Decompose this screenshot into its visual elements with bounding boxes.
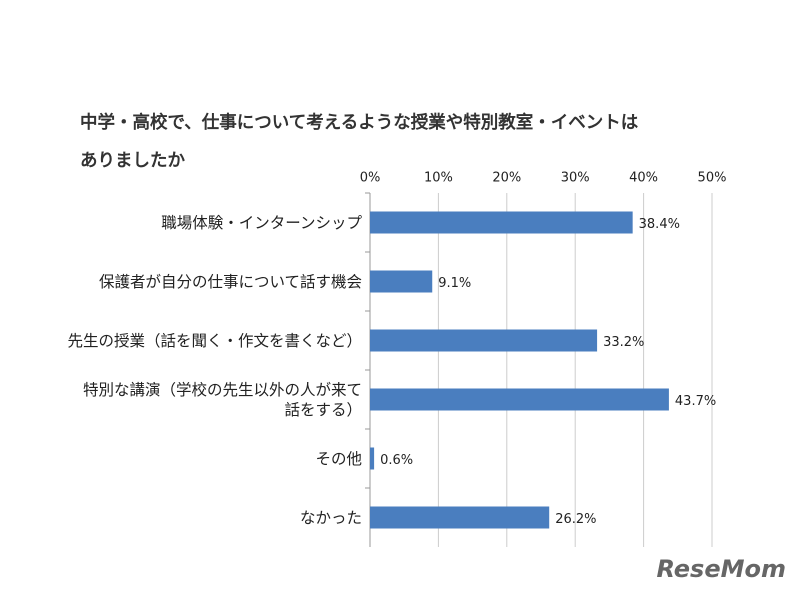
- value-label: 0.6%: [380, 453, 413, 468]
- x-tick-label: 10%: [424, 171, 453, 186]
- x-tick-label: 30%: [561, 171, 590, 186]
- y-tick-label: 特別な講演（学校の先生以外の人が来て話をする）: [82, 380, 362, 419]
- value-label: 9.1%: [438, 276, 471, 291]
- y-tick-label: なかった: [299, 508, 362, 527]
- bar: [370, 329, 598, 352]
- value-label: 38.4%: [639, 217, 680, 232]
- bar: [370, 447, 375, 470]
- y-tick-label: 先生の授業（話を聞く・作文を書くなど）: [67, 331, 362, 350]
- y-tick-label: 保護者が自分の仕事について話す機会: [98, 272, 362, 291]
- value-label: 33.2%: [603, 335, 644, 350]
- bar: [370, 388, 669, 411]
- bar: [370, 211, 633, 234]
- x-tick-label: 20%: [492, 171, 521, 186]
- value-label: 26.2%: [555, 512, 596, 527]
- y-tick-label: 職場体験・インターンシップ: [161, 213, 362, 232]
- x-tick-label: 0%: [360, 171, 381, 186]
- bar: [370, 270, 433, 293]
- value-label: 43.7%: [675, 394, 716, 409]
- y-tick-label: その他: [315, 449, 362, 468]
- x-tick-label: 50%: [698, 171, 727, 186]
- bar: [370, 506, 550, 529]
- chart-title: 中学・高校で、仕事について考えるような授業や特別教室・イベントはありましたか: [80, 113, 639, 171]
- watermark: ReseMom: [656, 555, 786, 583]
- x-tick-label: 40%: [629, 171, 658, 186]
